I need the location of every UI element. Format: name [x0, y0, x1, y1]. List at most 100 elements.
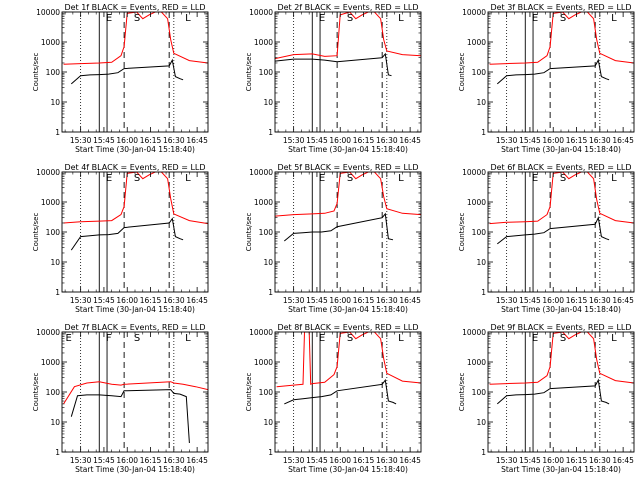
y-tick-label: 10000 [249, 328, 273, 337]
x-axis-label: Start Time (30-Jan-04 15:18:40) [288, 305, 408, 314]
x-tick-label: 15:30 [70, 136, 92, 145]
y-tick-label: 1 [481, 288, 486, 297]
y-tick-label: 10000 [249, 8, 273, 17]
y-tick-label: 1 [268, 128, 273, 137]
x-tick-label: 16:45 [612, 456, 634, 465]
annotation-label: S [134, 333, 140, 344]
y-tick-label: 100 [472, 388, 487, 397]
series-line-events [284, 378, 397, 405]
x-tick-label: 15:30 [283, 456, 305, 465]
annotation-label: E [106, 13, 112, 24]
y-tick-label: 1000 [41, 198, 60, 207]
y-tick-label: 10 [476, 258, 486, 267]
x-tick-label: 16:15 [353, 296, 375, 305]
annotation-label: E [319, 333, 325, 344]
panel-title: Det 7f BLACK = Events, RED = LLD [64, 323, 205, 332]
annotation-label: L [611, 173, 617, 184]
series-line-lld [275, 172, 421, 217]
series-line-events [496, 216, 610, 245]
series-line-events [70, 217, 184, 251]
y-tick-label: 10 [50, 418, 60, 427]
x-tick-label: 16:00 [542, 296, 564, 305]
y-tick-label: 10 [50, 98, 60, 107]
y-tick-label: 1000 [254, 38, 273, 47]
series-line-lld [63, 381, 208, 405]
y-tick-label: 10000 [249, 168, 273, 177]
y-tick-label: 100 [46, 68, 61, 77]
annotation-label: E [532, 173, 538, 184]
annotation-label: E [319, 13, 325, 24]
series-line-lld [63, 12, 208, 65]
plot-frame [274, 331, 422, 453]
panel-title: Det 5f BLACK = Events, RED = LLD [277, 163, 418, 172]
annotation-label: S [347, 333, 353, 344]
y-axis-label: Counts/sec [245, 213, 253, 252]
x-tick-label: 15:45 [519, 136, 541, 145]
x-tick-label: 16:30 [163, 136, 185, 145]
plot-frame [487, 331, 635, 453]
x-tick-label: 15:45 [93, 136, 115, 145]
y-tick-label: 100 [259, 228, 274, 237]
series-line-lld [489, 332, 634, 385]
x-axis-label: Start Time (30-Jan-04 15:18:40) [75, 305, 195, 314]
plot-frame [487, 171, 635, 293]
y-axis-label: Counts/sec [32, 213, 40, 252]
series-line-events [70, 58, 184, 85]
x-tick-label: 15:45 [93, 296, 115, 305]
x-tick-label: 15:45 [519, 456, 541, 465]
y-tick-label: 10 [263, 418, 273, 427]
y-tick-label: 10 [476, 98, 486, 107]
x-tick-label: 16:30 [589, 136, 611, 145]
x-tick-label: 16:15 [140, 456, 162, 465]
y-tick-label: 10000 [462, 328, 486, 337]
x-tick-label: 15:45 [519, 296, 541, 305]
x-tick-label: 16:30 [589, 456, 611, 465]
x-axis-label: Start Time (30-Jan-04 15:18:40) [288, 145, 408, 154]
plot-frame [274, 11, 422, 133]
y-tick-label: 10000 [462, 8, 486, 17]
annotation-label: E [319, 173, 325, 184]
annotation-label: E [532, 333, 538, 344]
x-tick-label: 16:45 [186, 136, 208, 145]
plot-frame [61, 11, 209, 133]
series-line-lld [489, 172, 634, 225]
annotation-label: L [185, 173, 191, 184]
annotation-label: L [398, 173, 404, 184]
x-tick-label: 16:30 [376, 136, 398, 145]
x-tick-label: 16:15 [140, 296, 162, 305]
x-axis-label: Start Time (30-Jan-04 15:18:40) [501, 465, 621, 474]
y-tick-label: 100 [46, 228, 61, 237]
y-tick-label: 1000 [41, 38, 60, 47]
plot-frame [487, 11, 635, 133]
series-line-lld [63, 172, 208, 225]
x-tick-label: 16:00 [116, 456, 138, 465]
series-line-lld [489, 12, 634, 65]
x-tick-label: 16:45 [399, 456, 421, 465]
x-tick-label: 16:45 [186, 296, 208, 305]
panel-title: Det 6f BLACK = Events, RED = LLD [490, 163, 631, 172]
annotation-label: S [347, 173, 353, 184]
series-line-events [283, 212, 394, 242]
y-axis-label: Counts/sec [458, 53, 466, 92]
x-tick-label: 16:30 [376, 456, 398, 465]
annotation-label: L [185, 13, 191, 24]
y-tick-label: 10 [263, 258, 273, 267]
y-axis-label: Counts/sec [32, 53, 40, 92]
x-tick-label: 15:30 [496, 296, 518, 305]
y-tick-label: 100 [46, 388, 61, 397]
x-tick-label: 15:45 [93, 456, 115, 465]
annotation-label: S [347, 13, 353, 24]
x-tick-label: 15:30 [70, 456, 92, 465]
y-axis-label: Counts/sec [245, 373, 253, 412]
series-line-events [496, 58, 610, 85]
y-tick-label: 100 [472, 68, 487, 77]
y-tick-label: 10 [263, 98, 273, 107]
x-tick-label: 15:30 [283, 136, 305, 145]
y-tick-label: 1 [481, 128, 486, 137]
x-tick-label: 16:00 [542, 456, 564, 465]
